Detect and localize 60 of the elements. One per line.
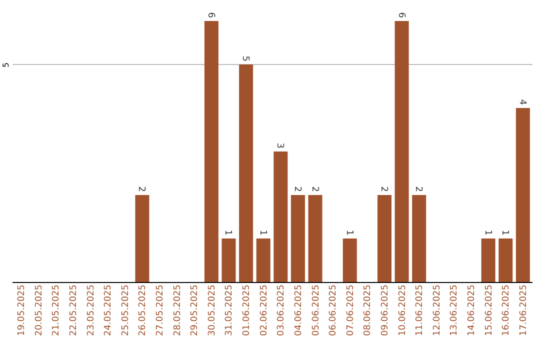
x-tick-label: 24.05.2025 [104,284,114,336]
bar [222,238,236,282]
bar [377,195,392,282]
x-tick-label: 08.06.2025 [363,284,374,336]
data-label: 1 [222,230,233,236]
bar [274,152,288,282]
data-label: 2 [292,186,302,192]
data-label: 6 [205,12,216,18]
bar [342,238,357,282]
x-tick-label: 15.06.2025 [484,284,494,336]
data-label: 4 [516,99,527,106]
data-label: 2 [136,186,146,192]
x-tick-label: 19.05.2025 [17,284,28,336]
x-tick-label: 14.06.2025 [467,284,477,336]
x-tick-label: 30.05.2025 [207,284,218,336]
x-tick-label: 09.06.2025 [380,284,390,336]
bar [256,238,270,282]
x-tick-label: 20.05.2025 [34,284,44,336]
bar [308,195,322,282]
x-tick-label: 01.06.2025 [242,284,252,336]
bar [394,21,409,282]
bar [481,238,496,282]
x-tick-label: 29.05.2025 [190,284,200,336]
data-label: 2 [378,186,388,192]
data-label: 1 [257,230,268,236]
x-tick-label: 05.06.2025 [311,284,322,336]
x-tick-label: 26.05.2025 [138,284,148,336]
data-label: 3 [274,142,285,148]
bar [498,238,513,282]
data-label: 6 [396,12,406,18]
bar [290,195,305,282]
data-label: 2 [309,186,320,192]
x-tick-label: 03.06.2025 [276,284,287,336]
bar [135,195,150,282]
x-tick-label: 02.06.2025 [259,284,270,336]
x-tick-label: 06.06.2025 [328,284,339,336]
bar [412,195,426,282]
data-label: 2 [413,186,424,192]
x-tick-label: 12.06.2025 [432,284,442,336]
x-tick-label: 16.06.2025 [502,284,512,336]
x-tick-label: 13.06.2025 [450,284,460,336]
data-label: 1 [500,230,510,236]
bar [204,21,218,282]
x-tick-label: 27.05.2025 [156,284,166,336]
x-tick-label: 17.06.2025 [518,284,529,336]
x-tick-label: 31.05.2025 [224,284,235,336]
x-tick-label: 25.05.2025 [120,284,131,336]
x-tick-label: 22.05.2025 [69,284,79,336]
bar [516,108,530,282]
data-label: 1 [344,230,354,236]
x-tick-label: 11.06.2025 [415,284,426,336]
bar [239,64,254,282]
x-tick-label: 21.05.2025 [52,284,62,336]
x-tick-label: 04.06.2025 [294,284,304,336]
x-tick-label: 07.06.2025 [346,284,356,336]
x-tick-label: 23.05.2025 [86,284,96,336]
x-tick-label: 10.06.2025 [398,284,408,336]
data-label: 5 [240,56,250,62]
data-label: 1 [482,230,492,236]
x-tick-label: 28.05.2025 [172,284,183,336]
